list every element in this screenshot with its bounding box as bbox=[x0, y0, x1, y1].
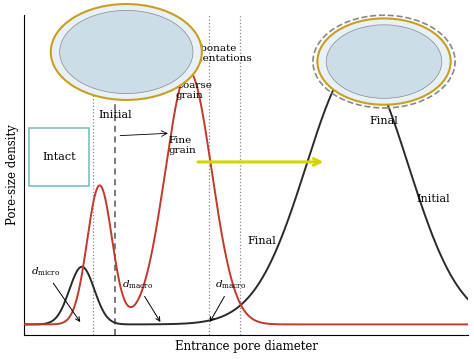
Ellipse shape bbox=[318, 18, 451, 105]
Text: Coarse
grain: Coarse grain bbox=[175, 81, 212, 100]
X-axis label: Entrance pore diameter: Entrance pore diameter bbox=[175, 340, 318, 354]
Text: Final: Final bbox=[247, 236, 276, 246]
Text: Fine
grain: Fine grain bbox=[169, 136, 196, 155]
Ellipse shape bbox=[51, 4, 202, 100]
Text: Initial: Initial bbox=[99, 110, 132, 120]
FancyBboxPatch shape bbox=[29, 128, 89, 186]
Text: Final: Final bbox=[370, 116, 398, 126]
Text: $d_{\rm micro}$: $d_{\rm micro}$ bbox=[31, 266, 80, 321]
Text: Carbonate
cementations: Carbonate cementations bbox=[182, 44, 253, 64]
Ellipse shape bbox=[326, 25, 442, 98]
Text: $d_{\rm macro}$: $d_{\rm macro}$ bbox=[122, 279, 160, 321]
Text: Initial: Initial bbox=[416, 194, 450, 204]
Ellipse shape bbox=[60, 10, 193, 94]
Y-axis label: Pore-size density: Pore-size density bbox=[6, 125, 18, 225]
Text: $d_{\rm macro}$: $d_{\rm macro}$ bbox=[210, 279, 246, 321]
Text: Intact: Intact bbox=[42, 152, 75, 162]
